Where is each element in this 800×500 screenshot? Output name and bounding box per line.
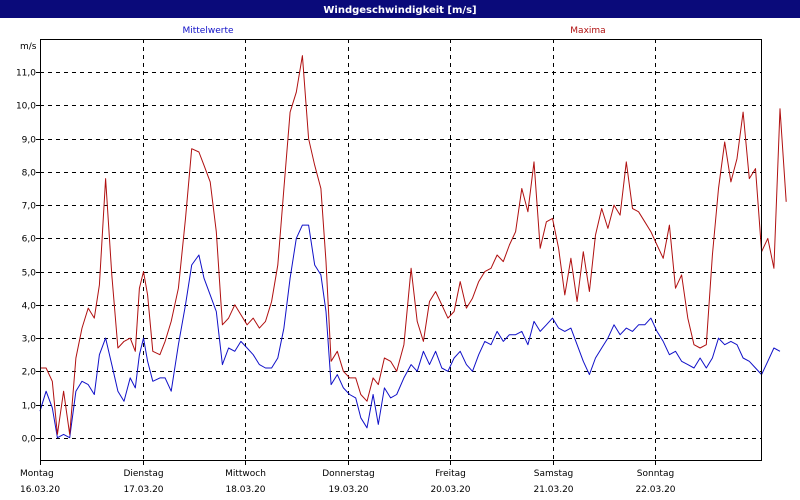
y-axis-unit-label: m/s xyxy=(20,42,37,52)
series-line-mittelwerte xyxy=(39,224,781,439)
legend-maxima: Maxima xyxy=(570,26,605,36)
x-tick-date-label: 19.03.20 xyxy=(328,485,368,495)
title-bar xyxy=(0,0,800,18)
y-tick-label: 3,0 xyxy=(22,335,37,345)
chart-title: Windgeschwindigkeit [m/s] xyxy=(323,5,476,16)
plot-frame xyxy=(40,39,762,461)
x-tick-day-label: Donnerstag xyxy=(322,469,375,479)
y-tick-label: 2,0 xyxy=(22,368,37,378)
x-tick-date-label: 16.03.20 xyxy=(20,485,60,495)
legend-mittelwerte: Mittelwerte xyxy=(182,26,233,36)
y-tick-label: 11,0 xyxy=(16,69,36,79)
x-tick-date-label: 18.03.20 xyxy=(225,485,265,495)
x-tick-date-label: 17.03.20 xyxy=(123,485,163,495)
x-tick-day-label: Freitag xyxy=(435,469,466,479)
x-tick-date-label: 21.03.20 xyxy=(533,485,573,495)
x-tick-date-label: 22.03.20 xyxy=(635,485,675,495)
y-tick-label: 7,0 xyxy=(22,202,37,212)
y-tick-label: 1,0 xyxy=(22,402,37,412)
y-tick-label: 9,0 xyxy=(22,136,37,146)
x-tick-day-label: Samstag xyxy=(534,469,573,479)
x-tick-day-label: Mittwoch xyxy=(225,469,266,479)
plot-background xyxy=(40,39,762,461)
series-line-maxima xyxy=(40,55,787,435)
x-tick-day-label: Dienstag xyxy=(123,469,163,479)
y-tick-label: 5,0 xyxy=(22,269,37,279)
x-tick-day-label: Sonntag xyxy=(637,469,674,479)
y-tick-label: 10,0 xyxy=(16,102,36,112)
y-tick-label: 6,0 xyxy=(22,235,37,245)
y-tick-label: 8,0 xyxy=(22,169,37,179)
x-tick-day-label: Montag xyxy=(20,469,54,479)
x-tick-date-label: 20.03.20 xyxy=(430,485,470,495)
y-tick-label: 0,0 xyxy=(22,435,37,445)
y-tick-label: 4,0 xyxy=(22,302,37,312)
plot-area: 0,0 1,0 2,0 3,0 4,0 5,0 6,0 7,0 8,0 9,0 10,0 11,0 Mo… xyxy=(16,39,787,495)
